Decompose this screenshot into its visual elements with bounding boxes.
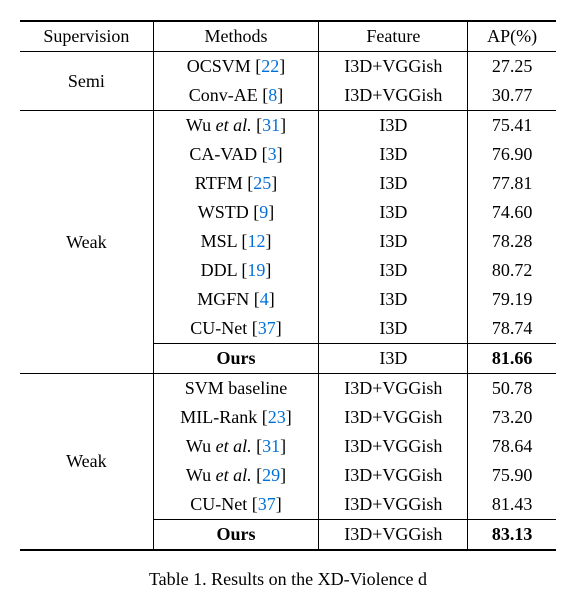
- method-cell: MSL [12]: [153, 227, 319, 256]
- header-ap: AP(%): [468, 21, 556, 52]
- citation-ref: 4: [260, 289, 269, 309]
- ap-cell: 77.81: [468, 169, 556, 198]
- method-cell: Wu et al. [29]: [153, 461, 319, 490]
- method-cell: DDL [19]: [153, 256, 319, 285]
- citation-ref: 31: [262, 115, 280, 135]
- method-cell: OCSVM [22]: [153, 52, 319, 82]
- feature-cell: I3D: [319, 256, 468, 285]
- citation-ref: 37: [258, 318, 276, 338]
- citation-ref: 23: [268, 407, 286, 427]
- feature-cell: I3D: [319, 227, 468, 256]
- supervision-cell: Weak: [20, 374, 153, 551]
- ap-cell: 81.66: [468, 344, 556, 374]
- citation-ref: 22: [261, 56, 279, 76]
- citation-ref: 29: [262, 465, 280, 485]
- table-row: SemiOCSVM [22]I3D+VGGish27.25: [20, 52, 556, 82]
- table-caption: Table 1. Results on the XD-Violence d: [20, 569, 556, 590]
- method-cell: SVM baseline: [153, 374, 319, 404]
- method-cell: WSTD [9]: [153, 198, 319, 227]
- et-al-text: et al.: [216, 465, 252, 485]
- method-cell: Ours: [153, 520, 319, 551]
- method-cell: MIL-Rank [23]: [153, 403, 319, 432]
- citation-ref: 12: [247, 231, 265, 251]
- citation-ref: 9: [259, 202, 268, 222]
- citation-ref: 8: [268, 85, 277, 105]
- method-cell: Wu et al. [31]: [153, 432, 319, 461]
- header-supervision: Supervision: [20, 21, 153, 52]
- feature-cell: I3D+VGGish: [319, 52, 468, 82]
- feature-cell: I3D: [319, 314, 468, 344]
- header-methods: Methods: [153, 21, 319, 52]
- results-table: Supervision Methods Feature AP(%) SemiOC…: [20, 20, 556, 551]
- header-feature: Feature: [319, 21, 468, 52]
- feature-cell: I3D+VGGish: [319, 432, 468, 461]
- method-cell: RTFM [25]: [153, 169, 319, 198]
- feature-cell: I3D+VGGish: [319, 520, 468, 551]
- ap-cell: 74.60: [468, 198, 556, 227]
- ap-cell: 80.72: [468, 256, 556, 285]
- feature-cell: I3D: [319, 140, 468, 169]
- feature-cell: I3D+VGGish: [319, 374, 468, 404]
- ap-cell: 73.20: [468, 403, 556, 432]
- ap-cell: 83.13: [468, 520, 556, 551]
- method-cell: Ours: [153, 344, 319, 374]
- ap-cell: 76.90: [468, 140, 556, 169]
- citation-ref: 3: [268, 144, 277, 164]
- method-cell: CA-VAD [3]: [153, 140, 319, 169]
- ap-cell: 27.25: [468, 52, 556, 82]
- table-body: SemiOCSVM [22]I3D+VGGish27.25Conv-AE [8]…: [20, 52, 556, 551]
- feature-cell: I3D: [319, 111, 468, 141]
- ap-cell: 50.78: [468, 374, 556, 404]
- citation-ref: 19: [247, 260, 265, 280]
- ap-cell: 75.90: [468, 461, 556, 490]
- citation-ref: 31: [262, 436, 280, 456]
- method-cell: MGFN [4]: [153, 285, 319, 314]
- feature-cell: I3D: [319, 344, 468, 374]
- ap-cell: 78.28: [468, 227, 556, 256]
- citation-ref: 37: [258, 494, 276, 514]
- ap-cell: 79.19: [468, 285, 556, 314]
- ap-cell: 78.74: [468, 314, 556, 344]
- et-al-text: et al.: [216, 436, 252, 456]
- table-header-row: Supervision Methods Feature AP(%): [20, 21, 556, 52]
- method-cell: Conv-AE [8]: [153, 81, 319, 111]
- table-row: WeakWu et al. [31]I3D75.41: [20, 111, 556, 141]
- feature-cell: I3D: [319, 198, 468, 227]
- ap-cell: 30.77: [468, 81, 556, 111]
- supervision-cell: Semi: [20, 52, 153, 111]
- method-cell: CU-Net [37]: [153, 490, 319, 520]
- table-row: WeakSVM baselineI3D+VGGish50.78: [20, 374, 556, 404]
- feature-cell: I3D+VGGish: [319, 81, 468, 111]
- method-cell: Wu et al. [31]: [153, 111, 319, 141]
- ap-cell: 78.64: [468, 432, 556, 461]
- et-al-text: et al.: [216, 115, 252, 135]
- method-cell: CU-Net [37]: [153, 314, 319, 344]
- feature-cell: I3D+VGGish: [319, 490, 468, 520]
- feature-cell: I3D+VGGish: [319, 403, 468, 432]
- ap-cell: 81.43: [468, 490, 556, 520]
- feature-cell: I3D+VGGish: [319, 461, 468, 490]
- ap-cell: 75.41: [468, 111, 556, 141]
- citation-ref: 25: [253, 173, 271, 193]
- feature-cell: I3D: [319, 285, 468, 314]
- supervision-cell: Weak: [20, 111, 153, 374]
- feature-cell: I3D: [319, 169, 468, 198]
